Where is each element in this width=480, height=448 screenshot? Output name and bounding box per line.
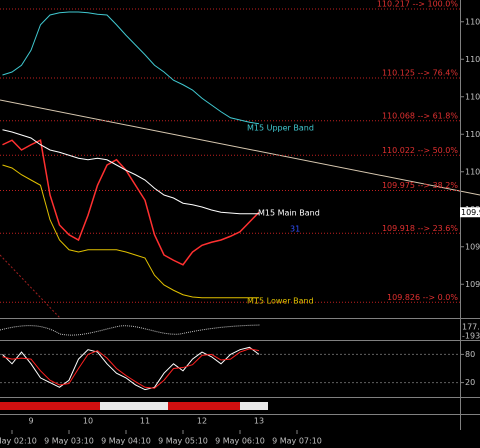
y-tick-label: 110.05	[465, 130, 480, 139]
y-tick-label: 110	[465, 167, 480, 176]
hour-label: 9	[28, 417, 33, 426]
fib-label: 109.918 --> 23.6%	[382, 224, 458, 233]
hour-label: 11	[140, 417, 150, 426]
signal-block	[0, 402, 100, 410]
y-tick-label: 110.2	[465, 17, 480, 26]
cci-label: 177.7	[462, 323, 480, 332]
signal-strip	[0, 402, 268, 410]
series-label: M15 Main Band	[258, 209, 320, 218]
y-tick-label: 109.9	[465, 242, 480, 251]
signal-block	[168, 402, 240, 410]
trend-line	[0, 99, 480, 196]
y-tick-label: 80	[465, 350, 475, 359]
fib-label: 109.975 --> 38.2%	[382, 181, 458, 190]
series-line	[2, 129, 259, 215]
fib-label: 110.022 --> 50.0%	[382, 146, 458, 155]
fib-label: 110.217 --> 100.0%	[377, 0, 459, 9]
signal-block	[100, 402, 168, 410]
x-tick-label: 9 May 04:10	[101, 437, 151, 446]
annotation: 31	[290, 225, 300, 234]
hour-label: 13	[254, 417, 264, 426]
current-price-label: 109.9	[461, 208, 480, 217]
series-line	[2, 348, 260, 389]
y-tick-label: 110.15	[465, 55, 480, 64]
series-line	[2, 346, 260, 391]
x-tick-label: 9 May 07:10	[272, 437, 322, 446]
x-tick-label: 9 May 05:10	[158, 437, 208, 446]
trend-line	[0, 254, 61, 319]
cci-label: -193.0	[462, 332, 480, 341]
x-tick-label: 9 May 03:10	[44, 437, 94, 446]
y-tick-label: 110.1	[465, 92, 480, 101]
fib-label: 110.068 --> 61.8%	[382, 111, 458, 120]
series-line	[2, 164, 259, 299]
y-tick-label: 20	[465, 378, 475, 387]
x-tick-label: 9 May 02:10	[0, 437, 37, 446]
cci-line	[0, 324, 261, 336]
hour-label: 10	[83, 417, 93, 426]
x-tick-label: 9 May 06:10	[215, 437, 265, 446]
series-line	[2, 139, 260, 266]
series-label: M15 Upper Band	[247, 124, 314, 133]
series-line	[2, 11, 260, 125]
signal-block	[240, 402, 268, 410]
current-price-box	[460, 207, 480, 218]
y-tick-label: 109.85	[465, 280, 480, 289]
hour-label: 12	[197, 417, 207, 426]
fib-label: 110.125 --> 76.4%	[382, 69, 458, 78]
fib-label: 109.826 --> 0.0%	[387, 293, 458, 302]
series-label: M15 Lower Band	[247, 297, 314, 306]
